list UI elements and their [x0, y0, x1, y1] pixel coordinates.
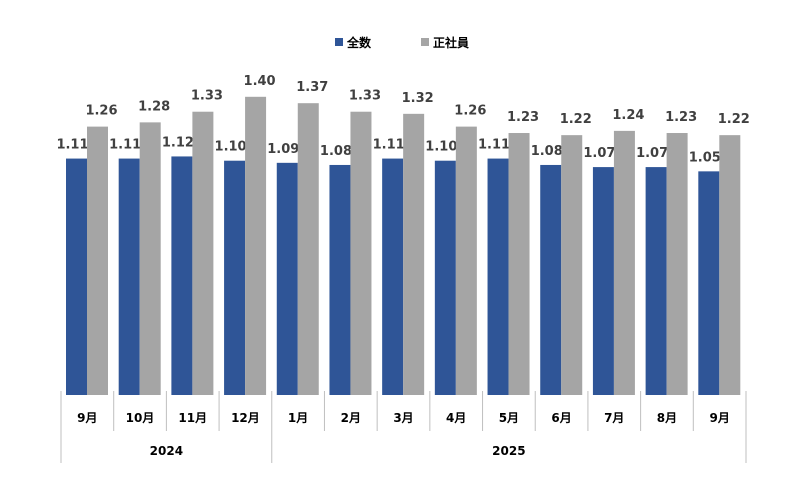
x-tick-label: 8月 [657, 411, 677, 425]
bar-regular [613, 130, 635, 395]
bar-total [487, 158, 509, 395]
x-tick-label: 11月 [178, 411, 207, 425]
bar-total [592, 167, 614, 395]
data-label: 1.10 [425, 140, 457, 155]
bar-regular [455, 126, 477, 396]
data-label: 1.28 [138, 99, 170, 114]
x-tick-label: 12月 [231, 411, 260, 425]
legend-label-total: 全数 [346, 35, 372, 50]
legend: 全数 正社員 [335, 35, 469, 50]
data-label: 1.23 [665, 110, 697, 125]
x-tick-label: 7月 [604, 411, 624, 425]
year-label: 2025 [492, 444, 525, 458]
x-tick-label: 6月 [551, 411, 571, 425]
bar-regular [192, 111, 214, 396]
data-label: 1.22 [718, 112, 750, 127]
data-label: 1.33 [349, 89, 381, 104]
data-label: 1.08 [320, 144, 352, 159]
bar-regular [666, 133, 688, 395]
data-label: 1.11 [56, 138, 88, 153]
bar-regular [245, 96, 267, 396]
data-label: 1.37 [296, 80, 328, 95]
legend-label-regular: 正社員 [433, 35, 469, 50]
year-label: 2024 [150, 444, 183, 458]
data-label: 1.11 [478, 138, 510, 153]
bar-total [171, 156, 193, 395]
x-tick-label: 9月 [77, 411, 97, 425]
bar-total [66, 158, 87, 395]
data-label: 1.40 [244, 74, 276, 89]
bar-regular [350, 111, 372, 396]
bar-regular [719, 135, 741, 395]
data-label: 1.24 [612, 108, 644, 123]
bar-total [224, 160, 246, 395]
legend-swatch-total [335, 38, 343, 46]
bar-regular [139, 122, 161, 396]
data-label: 1.26 [85, 104, 117, 119]
bar-total [329, 164, 351, 395]
x-tick-label: 5月 [499, 411, 519, 425]
bar-regular [561, 135, 583, 395]
data-label: 1.05 [689, 150, 721, 165]
bar-total [698, 171, 720, 395]
x-tick-label: 10月 [126, 411, 155, 425]
bar-total [382, 158, 404, 395]
data-label: 1.10 [215, 140, 247, 155]
data-label: 1.09 [267, 142, 299, 157]
x-tick-label: 1月 [288, 411, 308, 425]
data-label: 1.08 [531, 144, 563, 159]
data-label: 1.11 [109, 138, 141, 153]
x-tick-label: 2月 [341, 411, 361, 425]
data-label: 1.11 [373, 138, 405, 153]
x-tick-label: 9月 [709, 411, 729, 425]
bar-regular [508, 133, 530, 395]
bar-regular [403, 113, 425, 395]
data-label: 1.12 [162, 135, 194, 150]
bar-regular [297, 103, 319, 395]
x-tick-label: 3月 [393, 411, 413, 425]
data-label: 1.22 [560, 112, 592, 127]
bar-regular [87, 126, 108, 396]
data-label: 1.23 [507, 110, 539, 125]
data-label: 1.33 [191, 89, 223, 104]
bar-total [434, 160, 456, 395]
data-label: 1.07 [636, 146, 668, 161]
legend-swatch-regular [421, 38, 429, 46]
bar-total [118, 158, 140, 395]
x-tick-label: 4月 [446, 411, 466, 425]
bar-total [645, 167, 667, 395]
data-label: 1.07 [583, 146, 615, 161]
bar-total [276, 162, 298, 395]
data-label: 1.32 [402, 91, 434, 106]
data-label: 1.26 [454, 104, 486, 119]
bar-total [540, 164, 562, 395]
